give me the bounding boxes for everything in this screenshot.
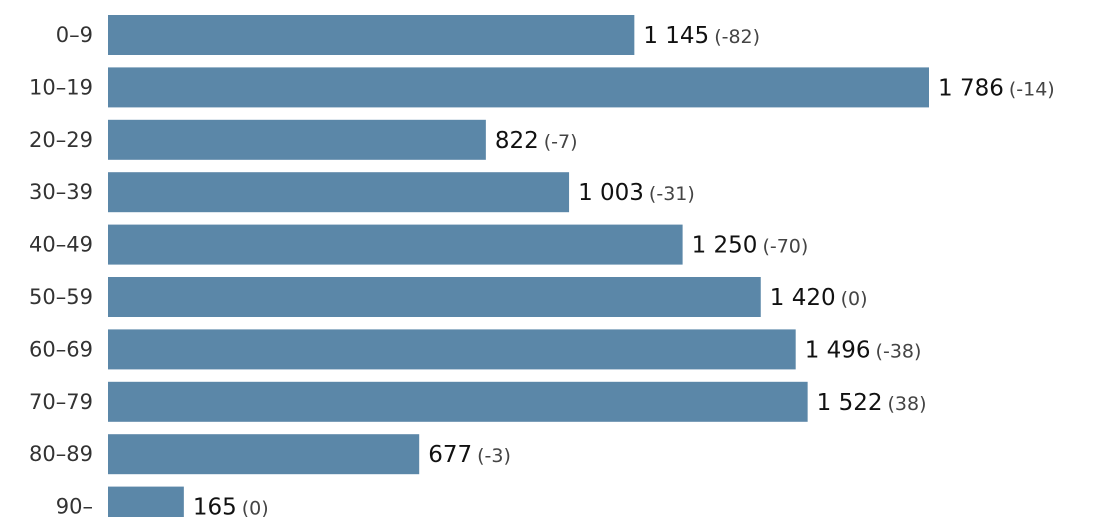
value-label: 1 145 (-82) <box>643 23 760 49</box>
value-label-main: 1 250 <box>692 233 758 259</box>
value-label-main: 1 496 <box>805 337 871 363</box>
category-label: 50–59 <box>29 285 93 309</box>
value-label-change: (-14) <box>1009 78 1055 100</box>
value-label-main: 677 <box>428 442 472 468</box>
value-labels: 1 145 (-82)1 786 (-14)822 (-7)1 003 (-31)1 2… <box>193 23 1055 517</box>
value-label: 1 420 (0) <box>770 285 868 311</box>
value-label: 677 (-3) <box>428 442 511 468</box>
value-label-main: 1 145 <box>643 23 709 49</box>
value-label-main: 1 003 <box>578 180 644 206</box>
category-label: 60–69 <box>29 337 93 361</box>
bar <box>108 277 761 317</box>
value-label-main: 1 420 <box>770 285 836 311</box>
bar <box>108 224 683 265</box>
category-label: 10–19 <box>29 75 93 99</box>
bar <box>108 15 635 55</box>
bar <box>108 329 796 370</box>
value-label-change: (-38) <box>876 340 922 362</box>
category-label: 40–49 <box>29 233 93 257</box>
value-label-change: (-7) <box>544 131 578 153</box>
category-label: 70–79 <box>29 390 93 414</box>
value-label-main: 1 522 <box>817 390 883 416</box>
value-label: 165 (0) <box>193 495 269 517</box>
category-label: 0–9 <box>56 23 93 47</box>
value-label-change: (-70) <box>762 236 808 258</box>
value-label-main: 165 <box>193 495 237 517</box>
value-label-change: (-82) <box>714 26 760 48</box>
bar <box>108 172 570 213</box>
value-label: 1 003 (-31) <box>578 180 695 206</box>
value-label-main: 822 <box>495 128 539 154</box>
value-label-change: (-31) <box>649 183 695 205</box>
value-label: 822 (-7) <box>495 128 578 154</box>
category-label: 30–39 <box>29 180 93 204</box>
value-label-change: (38) <box>888 393 927 415</box>
bar <box>108 486 184 517</box>
value-label-main: 1 786 <box>938 75 1004 101</box>
category-label: 90– <box>56 495 93 517</box>
bar <box>108 67 929 108</box>
value-label: 1 522 (38) <box>817 390 927 416</box>
value-label: 1 496 (-38) <box>805 337 922 363</box>
value-label-change: (0) <box>841 288 868 310</box>
bar <box>108 434 420 475</box>
bar <box>108 381 808 422</box>
value-label-change: (0) <box>242 498 269 517</box>
category-labels: 0–9 10–19 20–29 30–39 40–49 50–59 60–69 70–79 80… <box>29 23 93 517</box>
bars <box>108 15 929 517</box>
value-label: 1 786 (-14) <box>938 75 1055 101</box>
category-label: 20–29 <box>29 128 93 152</box>
value-label-change: (-3) <box>477 445 511 467</box>
bar <box>108 119 486 160</box>
value-label: 1 250 (-70) <box>692 233 809 259</box>
category-label: 80–89 <box>29 442 93 466</box>
